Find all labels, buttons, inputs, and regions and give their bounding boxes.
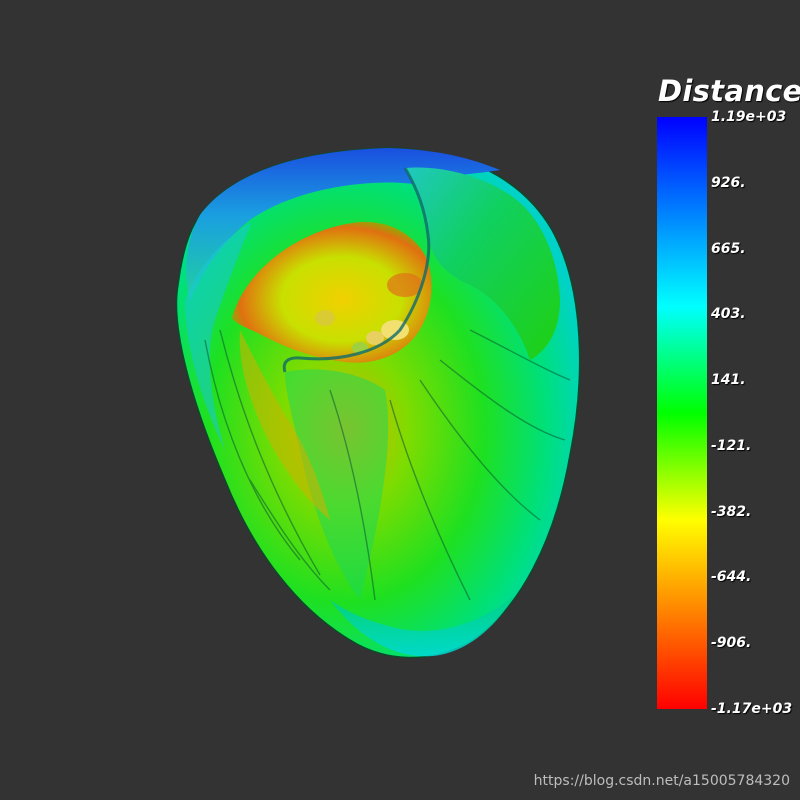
scalar-bar	[657, 117, 707, 709]
heart-septum-edge	[282, 167, 431, 373]
tick-label: -644.	[711, 569, 752, 585]
scalar-bar-title: Distance	[658, 74, 800, 108]
tick-label: -1.17e+03	[711, 701, 793, 717]
tick-label: 1.19e+03	[711, 109, 787, 125]
tick-label: -121.	[711, 438, 752, 454]
tick-label: 665.	[711, 241, 746, 257]
heart-warm-streak	[239, 330, 330, 520]
heart-front-fold	[285, 369, 389, 600]
heart-left-wall	[185, 222, 252, 450]
tick-label: 403.	[711, 306, 746, 322]
tick-label: 141.	[711, 372, 746, 388]
scalar-bar-ticks: 1.19e+03 926. 665. 403. 141. -121. -382.…	[711, 110, 799, 716]
heart-rim	[186, 148, 500, 300]
watermark-text: https://blog.csdn.net/a15005784320	[533, 773, 790, 789]
scalar-bar-gradient	[657, 117, 707, 709]
heart-septum-flap	[405, 167, 560, 360]
heart-apex	[330, 595, 515, 657]
tick-label: -382.	[711, 504, 752, 520]
cavity-trabeculae	[315, 273, 423, 354]
tick-label: -906.	[711, 635, 752, 651]
tick-label: 926.	[711, 175, 746, 191]
surface-ridges	[204, 329, 571, 601]
